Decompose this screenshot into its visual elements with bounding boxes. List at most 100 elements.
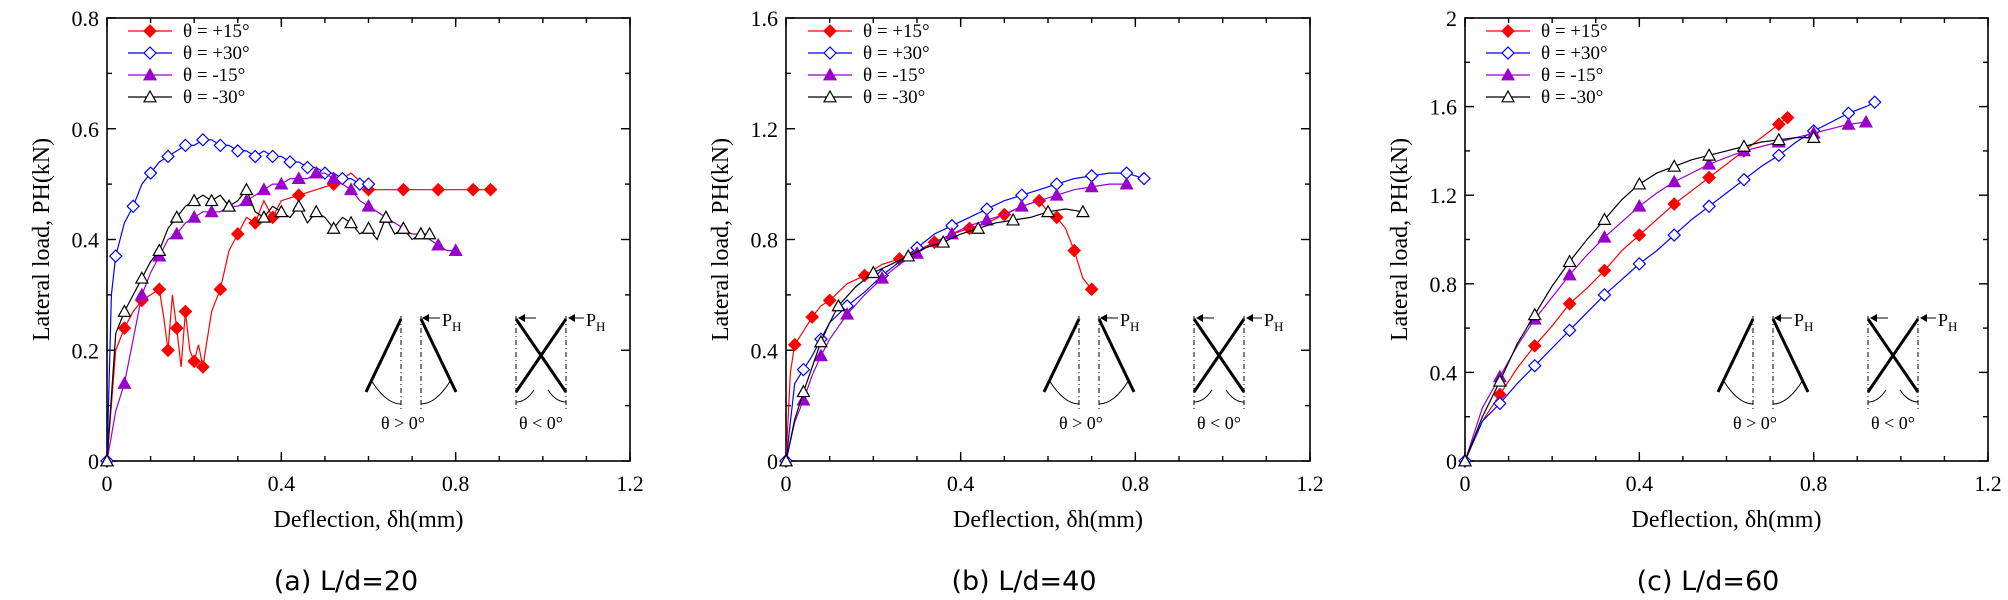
member-line: [1866, 318, 1920, 393]
series-line: [785, 183, 1127, 462]
series-line: [1464, 117, 1788, 462]
y-tick-label: 1.6: [1430, 95, 1458, 120]
data-point: [152, 282, 167, 297]
data-point: [239, 182, 254, 196]
data-point: [1493, 396, 1507, 411]
data-point: [361, 221, 376, 234]
legend-label: θ = -30°: [1541, 87, 1603, 108]
data-point: [813, 348, 828, 362]
data-point: [256, 182, 271, 196]
panel-caption: (a) L/d=20: [274, 566, 418, 597]
legend-label: θ = +15°: [183, 21, 250, 42]
data-point: [361, 177, 376, 191]
arrow-head: [1246, 314, 1253, 322]
data-point: [117, 376, 132, 389]
data-point: [822, 89, 838, 103]
y-tick-label: 1.6: [751, 6, 779, 31]
data-point: [213, 138, 228, 153]
y-tick-label: 0.8: [72, 6, 100, 31]
data-point: [1084, 282, 1099, 297]
angle-arc: [1048, 379, 1080, 405]
data-point: [1632, 176, 1647, 190]
data-point: [1492, 374, 1507, 387]
data-point: [971, 221, 986, 234]
data-point: [161, 343, 175, 358]
data-point: [1667, 174, 1682, 188]
data-point: [169, 226, 184, 240]
angle-arc: [370, 379, 402, 405]
angle-arc: [1722, 379, 1754, 405]
data-point: [787, 337, 802, 352]
data-point: [901, 248, 916, 262]
data-point: [431, 237, 446, 251]
data-point: [1049, 187, 1064, 201]
data-point: [944, 226, 959, 240]
y-tick-label: 0.4: [1430, 360, 1458, 385]
y-tick-label: 0: [1446, 449, 1457, 474]
data-point: [1457, 453, 1473, 467]
negative-angle-label: θ < 0°: [1871, 413, 1915, 433]
data-point: [857, 268, 872, 283]
data-point: [309, 204, 324, 218]
angle-arc: [1225, 389, 1245, 403]
data-point: [99, 453, 115, 467]
data-point: [1075, 204, 1090, 218]
panel-caption: (b) L/d=40: [951, 566, 1096, 597]
angle-arc: [420, 379, 452, 405]
data-point: [1119, 176, 1134, 190]
data-point: [483, 182, 498, 197]
angle-arc: [1098, 379, 1130, 405]
data-point: [196, 132, 210, 147]
positive-angle-label: θ > 0°: [1733, 413, 1777, 433]
data-point: [169, 321, 184, 335]
y-tick-label: 0.8: [751, 228, 779, 253]
data-point: [291, 199, 306, 212]
load-subscript: H: [1274, 319, 1283, 334]
data-point: [1067, 243, 1082, 258]
data-point: [142, 89, 158, 103]
data-point: [1527, 358, 1542, 373]
data-point: [1867, 95, 1882, 110]
data-point: [274, 176, 289, 190]
data-point: [1597, 230, 1612, 243]
x-tick-label: 0.8: [1800, 471, 1828, 496]
data-point: [796, 362, 811, 377]
data-point: [1500, 89, 1516, 103]
angle-arc: [547, 389, 567, 403]
x-tick-label: 1.2: [616, 471, 644, 496]
member-line: [1716, 318, 1755, 393]
data-point: [143, 24, 157, 38]
data-point: [326, 221, 341, 234]
x-axis-title: Deflection, δh(mm): [953, 507, 1143, 533]
data-point: [178, 304, 193, 319]
arrow-head: [1920, 314, 1927, 322]
legend-label: θ = +15°: [1541, 21, 1608, 42]
data-point: [274, 204, 289, 218]
x-tick-label: 0.8: [442, 471, 470, 496]
data-point: [213, 282, 228, 297]
load-subscript: H: [1130, 319, 1139, 334]
data-point: [239, 193, 254, 207]
data-point: [1667, 228, 1682, 242]
data-point: [361, 199, 376, 212]
data-point: [1137, 171, 1151, 186]
x-tick-label: 0.8: [1122, 471, 1150, 496]
data-point: [466, 182, 480, 197]
y-tick-label: 2: [1446, 6, 1457, 31]
data-point: [1702, 148, 1717, 161]
data-point: [169, 210, 184, 223]
legend-label: θ = +30°: [183, 43, 250, 64]
x-tick-label: 0: [102, 471, 113, 496]
member-line: [419, 318, 458, 393]
data-point: [230, 227, 245, 241]
y-tick-label: 0: [767, 449, 778, 474]
data-point: [1632, 199, 1647, 212]
data-point: [1771, 148, 1786, 163]
data-point: [1737, 172, 1751, 187]
data-point: [1527, 338, 1542, 353]
arrow-head: [518, 314, 525, 322]
member-line: [1097, 318, 1136, 393]
data-point: [1632, 228, 1647, 242]
data-point: [326, 171, 341, 184]
load-subscript: H: [596, 319, 605, 334]
